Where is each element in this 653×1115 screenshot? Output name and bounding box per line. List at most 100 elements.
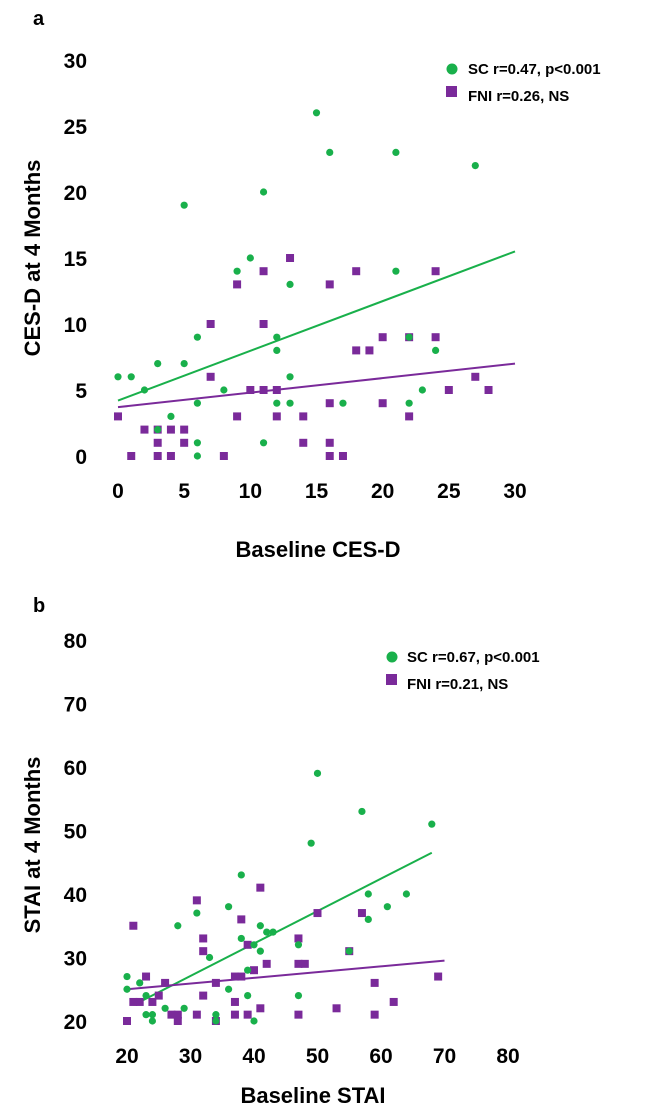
panel-a-legend: SC r=0.47, p<0.001 FNI r=0.26, NS [446, 61, 601, 105]
panel-a-point-fni-40 [484, 386, 493, 394]
panel-b-point-sc-35 [402, 890, 410, 898]
panel-b-point-sc-14 [225, 903, 233, 911]
panel-b-trendline-sc [132, 851, 433, 1007]
panel-b-point-fni-0 [123, 1017, 131, 1025]
panel-a-point-sc-8 [193, 333, 201, 341]
panel-b-legend-label-sc: SC r=0.67, p<0.001 [407, 649, 540, 666]
panel-a-point-fni-15 [246, 386, 255, 394]
panel-b-point-sc-13 [212, 1017, 220, 1025]
panel-b-y-tick-20: 20 [64, 1011, 87, 1034]
panel-a-point-fni-19 [272, 386, 281, 394]
panel-b-y-tick-40: 40 [64, 884, 87, 907]
panel-a-point-sc-28 [405, 333, 413, 341]
panel-a-point-sc-15 [259, 188, 268, 196]
panel-a-point-sc-27 [392, 267, 400, 275]
panel-a: a Baseline CES-D CES-D at 4 Months 0 5 10 1… [20, 8, 601, 562]
panel-b-point-sc-8 [174, 922, 182, 930]
panel-a-point-sc-24 [326, 148, 334, 156]
panel-b-point-fni-40 [434, 972, 443, 981]
panel-b-point-sc-33 [364, 890, 372, 898]
panel-b-point-sc-1 [123, 985, 131, 993]
panel-a-y-tick-25: 25 [64, 116, 88, 139]
panel-b-point-fni-15 [199, 991, 208, 1000]
panel-a-x-tick-10: 10 [239, 480, 262, 503]
panel-a-point-sc-9 [193, 399, 201, 407]
panel-b-y-tick-60: 60 [64, 757, 87, 780]
panel-a-point-fni-0 [114, 412, 122, 421]
panel-a-point-sc-21 [286, 373, 294, 381]
panel-b-legend-label-fni: FNI r=0.21, NS [407, 676, 508, 693]
panel-a-point-fni-14 [233, 412, 242, 421]
panel-a-x-axis-title: Baseline CES-D [235, 537, 400, 562]
panel-b-point-fni-27 [256, 1004, 265, 1013]
panel-b-y-tick-30: 30 [64, 948, 87, 971]
panel-b-point-sc-34 [383, 903, 391, 911]
panel-a-point-fni-11 [206, 372, 215, 381]
panel-b-x-tick-50: 50 [306, 1045, 329, 1068]
panel-a-point-fni-8 [180, 425, 189, 434]
panel-a-point-fni-17 [259, 320, 268, 328]
panel-a-point-fni-20 [272, 412, 281, 421]
panel-a-point-fni-36 [431, 267, 440, 276]
panel-a-point-sc-25 [339, 399, 347, 407]
panel-b-letter: b [33, 595, 45, 617]
panel-b-point-fni-32 [300, 959, 309, 968]
panel-a-legend-label-sc: SC r=0.47, p<0.001 [468, 61, 601, 78]
panel-b-point-sc-3 [142, 992, 150, 1000]
panel-a-y-tick-30: 30 [64, 50, 87, 73]
panel-a-point-fni-27 [325, 452, 334, 460]
panel-b-point-fni-10 [173, 1017, 182, 1025]
panel-b-x-tick-60: 60 [369, 1045, 392, 1068]
panel-b-point-sc-26 [294, 941, 303, 949]
panel-b-legend-marker-sc [386, 651, 398, 663]
panel-a-point-fni-30 [352, 346, 361, 355]
panel-a-point-fni-21 [286, 254, 295, 262]
panel-a-tick-labels: 0 5 10 15 20 25 30 0 5 10 15 20 25 30 [64, 50, 527, 503]
panel-b-point-sc-17 [237, 934, 245, 943]
panel-b-point-sc-12 [212, 1011, 220, 1019]
panel-a-point-sc-11 [193, 452, 201, 460]
panel-a-point-fni-38 [444, 386, 453, 394]
panel-b-point-fni-18 [230, 972, 239, 981]
panel-a-point-fni-24 [325, 280, 334, 289]
panel-b-point-fni-13 [199, 934, 208, 943]
panel-a-point-fni-39 [471, 372, 480, 381]
panel-b-x-tick-30: 30 [179, 1045, 202, 1068]
panel-a-point-fni-31 [365, 346, 374, 355]
panel-a-point-fni-35 [405, 412, 414, 421]
panel-b-points [123, 769, 443, 1025]
panel-b-point-sc-30 [345, 947, 353, 955]
panel-b-point-fni-26 [256, 883, 265, 892]
panel-a-point-fni-22 [299, 412, 308, 421]
panel-b-point-fni-31 [294, 1010, 303, 1019]
panel-a-point-fni-33 [378, 399, 387, 408]
panel-b-point-sc-28 [307, 839, 315, 847]
panel-a-point-fni-2 [140, 425, 149, 434]
panel-a-point-fni-5 [153, 452, 162, 460]
panel-b-point-fni-29 [294, 934, 303, 943]
panel-b-x-tick-20: 20 [115, 1045, 138, 1068]
panel-a-letter: a [33, 8, 45, 30]
panel-b-point-fni-37 [370, 978, 379, 987]
panel-b-point-fni-7 [161, 978, 170, 987]
panel-a-y-tick-20: 20 [64, 182, 87, 205]
panel-b-point-fni-3 [135, 997, 144, 1006]
panel-a-point-sc-0 [114, 373, 122, 381]
panel-b-point-fni-25 [250, 966, 258, 975]
panel-b-point-fni-6 [154, 991, 163, 1000]
panel-b-point-fni-38 [370, 1010, 379, 1019]
panel-b-legend: SC r=0.67, p<0.001 FNI r=0.21, NS [386, 649, 540, 693]
panel-b-x-tick-40: 40 [242, 1045, 265, 1068]
panel-b-point-fni-36 [357, 909, 366, 918]
panel-a-point-fni-1 [127, 452, 136, 460]
panel-b-trendline-fni [126, 959, 445, 991]
panel-b-point-fni-8 [167, 1010, 176, 1019]
panel-a-point-fni-10 [206, 320, 215, 328]
panel-a-point-sc-22 [286, 399, 294, 407]
panel-a-legend-label-fni: FNI r=0.26, NS [468, 88, 569, 105]
panel-b-point-sc-32 [364, 915, 372, 924]
panel-b-point-fni-9 [173, 1010, 182, 1019]
panel-a-point-sc-17 [273, 333, 281, 341]
panel-b-point-sc-27 [294, 992, 303, 1000]
panel-b-point-fni-16 [211, 978, 220, 987]
